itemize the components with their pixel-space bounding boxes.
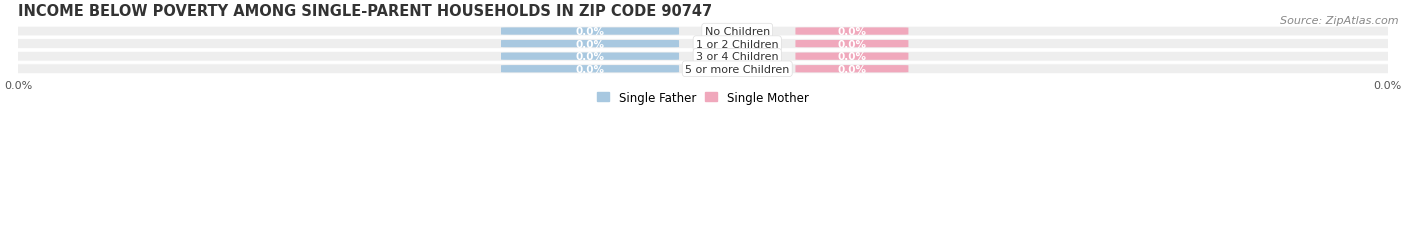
Text: 5 or more Children: 5 or more Children [685, 64, 789, 74]
Text: 0.0%: 0.0% [838, 64, 866, 74]
Text: 1 or 2 Children: 1 or 2 Children [696, 40, 779, 49]
FancyBboxPatch shape [796, 28, 908, 36]
Text: 0.0%: 0.0% [838, 40, 866, 49]
FancyBboxPatch shape [11, 27, 1395, 37]
FancyBboxPatch shape [501, 53, 679, 61]
Text: 0.0%: 0.0% [575, 52, 605, 62]
Text: 0.0%: 0.0% [575, 64, 605, 74]
Text: 0.0%: 0.0% [838, 52, 866, 62]
FancyBboxPatch shape [501, 28, 679, 36]
FancyBboxPatch shape [501, 41, 679, 48]
Text: 0.0%: 0.0% [575, 40, 605, 49]
FancyBboxPatch shape [796, 66, 908, 73]
FancyBboxPatch shape [796, 53, 908, 61]
FancyBboxPatch shape [11, 52, 1395, 62]
Legend: Single Father, Single Mother: Single Father, Single Mother [593, 87, 813, 109]
Text: 3 or 4 Children: 3 or 4 Children [696, 52, 779, 62]
FancyBboxPatch shape [796, 41, 908, 48]
Text: INCOME BELOW POVERTY AMONG SINGLE-PARENT HOUSEHOLDS IN ZIP CODE 90747: INCOME BELOW POVERTY AMONG SINGLE-PARENT… [18, 4, 713, 19]
Text: No Children: No Children [704, 27, 770, 37]
Text: 0.0%: 0.0% [838, 27, 866, 37]
FancyBboxPatch shape [501, 66, 679, 73]
Text: 0.0%: 0.0% [575, 27, 605, 37]
FancyBboxPatch shape [11, 65, 1395, 74]
Text: Source: ZipAtlas.com: Source: ZipAtlas.com [1281, 16, 1399, 26]
FancyBboxPatch shape [11, 40, 1395, 49]
